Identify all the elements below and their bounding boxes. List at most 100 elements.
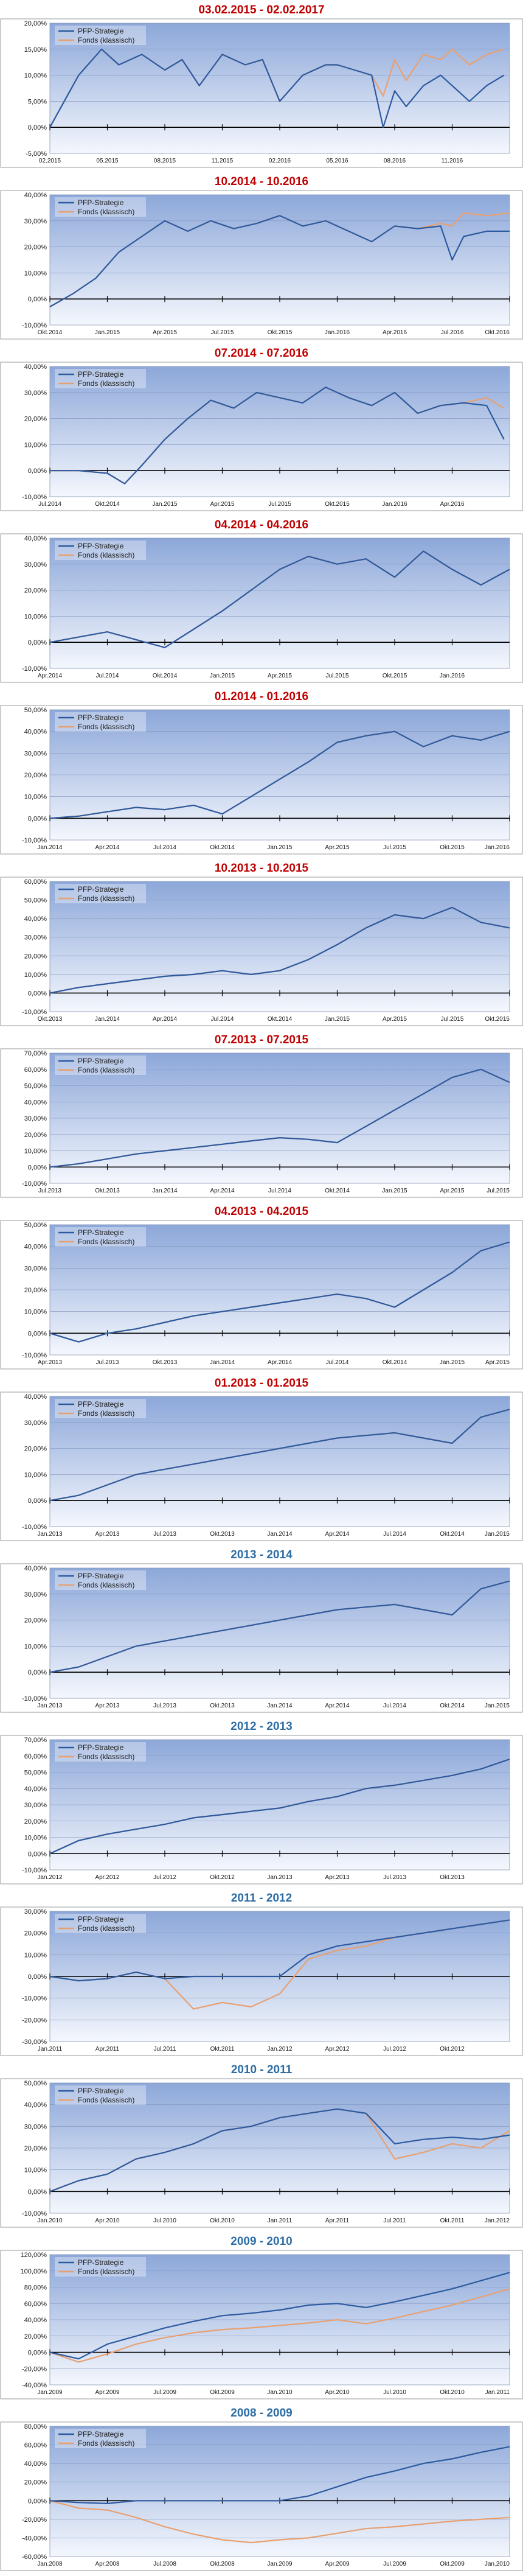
x-tick-label: Jul.2011 (153, 2046, 176, 2053)
y-tick-label: -10,00% (22, 1009, 47, 1016)
y-tick-label: 10,00% (24, 2167, 47, 2174)
series-line-strategy (49, 1409, 510, 1502)
x-tick-label: Jul.2013 (383, 1874, 406, 1881)
legend-label-fund: Fonds (klassisch) (78, 1924, 134, 1933)
y-tick-label: 30,00% (24, 750, 47, 757)
x-tick-label: Apr.2015 (485, 1359, 510, 1366)
y-tick-label: -10,00% (22, 494, 47, 501)
x-tick-label: Okt.2014 (38, 329, 63, 336)
y-tick-label: 10,00% (24, 72, 47, 80)
y-tick-label: 20,00% (24, 416, 47, 423)
x-tick-label: Jan.2016 (325, 329, 350, 336)
y-tick-label: -10,00% (22, 1352, 47, 1359)
x-tick-label: Jul.2014 (383, 1703, 406, 1709)
y-tick-label: 10,00% (24, 794, 47, 801)
y-tick-label: -20,00% (22, 2017, 47, 2024)
x-tick-label: Apr.2008 (95, 2561, 119, 2567)
y-tick-label: -40,00% (22, 2535, 47, 2542)
x-tick-label: Jan.2015 (382, 1188, 407, 1194)
legend-box (55, 2257, 146, 2277)
y-tick-label: 10,00% (24, 1471, 47, 1479)
x-tick-label: Jul.2014 (211, 1016, 234, 1023)
x-tick-label: Apr.2015 (440, 1188, 464, 1194)
x-tick-label: Apr.2015 (210, 501, 234, 508)
x-tick-label: Apr.2013 (38, 1359, 62, 1366)
y-tick-label: 20,00% (24, 1930, 47, 1937)
y-tick-label: 40,00% (24, 1099, 47, 1106)
y-tick-label: 60,00% (24, 1753, 47, 1760)
series-line-strategy (49, 1580, 510, 1673)
y-tick-label: 10,00% (24, 1643, 47, 1650)
chart-panel-3: 07.2014 - 07.2016 -10,00% 0,00% 10,00% 20,00… (0, 343, 523, 515)
chart-panel-12: 2011 - 2012 -30,00% -20,00% -10,00% 0,00% 10,… (0, 1888, 523, 2060)
y-tick-label: 0,00% (28, 2350, 47, 2357)
plot-area (49, 537, 510, 669)
x-tick-label: Okt.2009 (210, 2389, 235, 2396)
series-line-strategy (50, 387, 505, 485)
chart-title: 04.2013 - 04.2015 (214, 1205, 309, 1218)
y-tick-label: 30,00% (24, 934, 47, 942)
x-tick-label: Jan.2015 (95, 329, 120, 336)
legend-label-fund: Fonds (klassisch) (78, 723, 134, 731)
y-tick-label: 10,00% (24, 971, 47, 979)
legend-label-strategy: PFP-Strategie (78, 1915, 124, 1923)
x-tick-label: Apr.2014 (268, 1359, 292, 1366)
x-tick-label: Jul.2015 (487, 1188, 510, 1194)
y-tick-label: 20,00% (24, 1818, 47, 1825)
x-tick-label: Jan.2010 (267, 2389, 293, 2396)
y-tick-label: -10,00% (22, 1867, 47, 1874)
x-tick-label: Okt.2014 (95, 501, 120, 508)
y-tick-label: 30,00% (24, 1591, 47, 1598)
y-tick-label: 120,00% (21, 2252, 47, 2259)
x-tick-label: Jul.2014 (268, 1188, 291, 1194)
x-tick-label: Jan.2015 (485, 1531, 510, 1538)
chart-title: 10.2014 - 10.2016 (214, 175, 309, 188)
line-chart: -10,00% 0,00% 10,00% 20,00% 30,00% 40,00% 50,0… (0, 2078, 523, 2228)
legend-label-fund: Fonds (klassisch) (78, 1752, 134, 1761)
y-tick-label: -10,00% (22, 1695, 47, 1703)
x-tick-label: Jul.2015 (268, 501, 291, 508)
x-tick-label: Jul.2014 (383, 1531, 406, 1538)
chart-title: 10.2013 - 10.2015 (214, 862, 309, 875)
x-tick-label: Okt.2014 (268, 1016, 293, 1023)
y-tick-label: 40,00% (24, 535, 47, 542)
line-chart: -10,00% 0,00% 10,00% 20,00% 30,00% 40,00% 50,0… (0, 1048, 523, 1198)
x-tick-label: 02.2015 (39, 158, 61, 164)
x-tick-label: Jul.2013 (38, 1188, 61, 1194)
y-tick-label: 40,00% (24, 192, 47, 199)
y-tick-label: 40,00% (24, 729, 47, 736)
x-tick-label: Apr.2016 (440, 501, 464, 508)
y-tick-label: 50,00% (24, 1769, 47, 1777)
x-tick-label: Okt.2014 (440, 1703, 465, 1709)
x-tick-label: Jan.2015 (267, 844, 293, 851)
x-tick-label: Apr.2009 (95, 2389, 119, 2396)
series-line-fund (49, 2500, 510, 2544)
legend-label-fund: Fonds (klassisch) (78, 208, 134, 216)
line-chart: -10,00% 0,00% 10,00% 20,00% 30,00% 40,00% Jul.… (0, 362, 523, 511)
y-tick-label: -30,00% (22, 2039, 47, 2046)
chart-title: 07.2014 - 07.2016 (214, 347, 309, 360)
y-tick-label: -10,00% (22, 837, 47, 844)
y-tick-label: 20,00% (24, 20, 47, 27)
x-tick-label: Okt.2014 (153, 673, 178, 679)
x-tick-label: Jan.2012 (37, 1874, 63, 1881)
x-tick-label: Jan.2011 (485, 2389, 510, 2396)
legend-label-strategy: PFP-Strategie (78, 1572, 124, 1580)
legend-box (55, 1914, 146, 1933)
y-tick-label: 20,00% (24, 1446, 47, 1453)
x-tick-label: Jul.2013 (153, 1703, 176, 1709)
y-tick-label: 10,00% (24, 1835, 47, 1842)
x-tick-label: Okt.2013 (210, 1703, 235, 1709)
y-tick-label: 20,00% (24, 587, 47, 595)
x-tick-label: Okt.2012 (440, 2046, 465, 2053)
x-tick-label: Okt.2014 (325, 1188, 350, 1194)
x-tick-label: Jan.2013 (267, 1874, 293, 1881)
x-tick-label: Jan.2013 (37, 1703, 63, 1709)
x-tick-label: Jul.2010 (383, 2389, 406, 2396)
x-tick-label: Jan.2014 (37, 844, 63, 851)
y-tick-label: 0,00% (28, 124, 47, 131)
legend-box (55, 884, 146, 903)
